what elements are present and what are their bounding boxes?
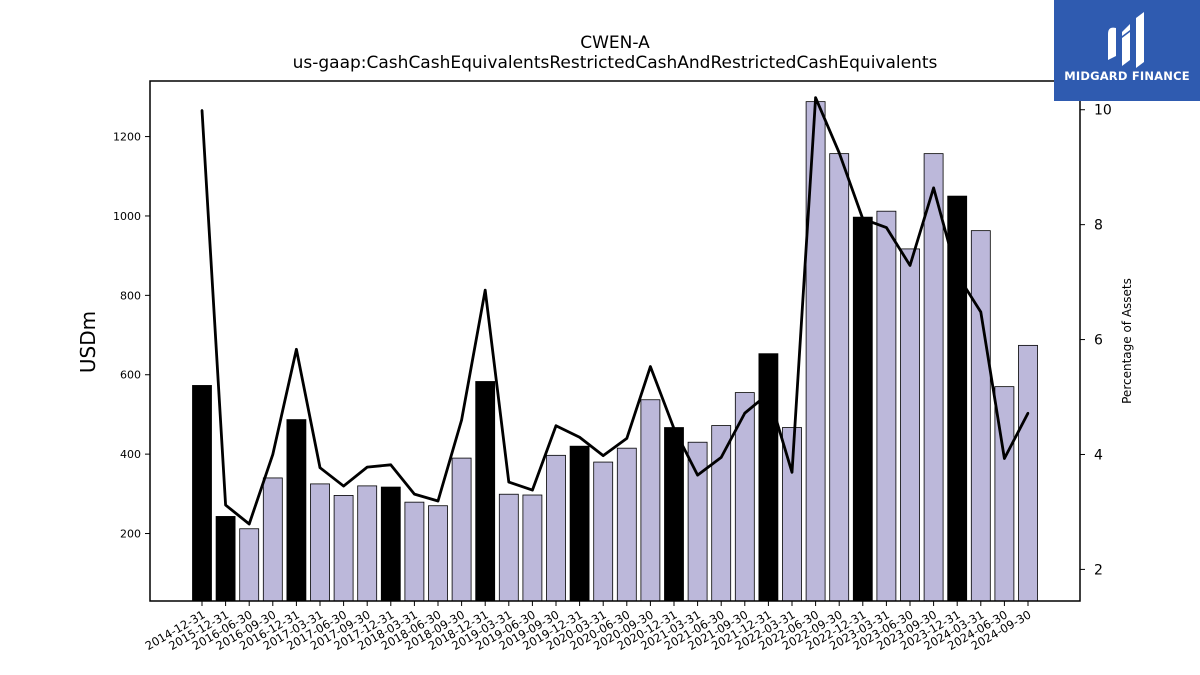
bar xyxy=(357,485,378,602)
line-point xyxy=(413,492,416,496)
y2-tick-label: 2 xyxy=(1094,562,1103,578)
line-point xyxy=(460,418,463,422)
right-axis: 2 4 6 8 10 xyxy=(1080,103,1112,578)
line-point xyxy=(956,273,959,276)
y-axis-label: USDm xyxy=(76,311,100,373)
bar xyxy=(333,495,354,602)
line-point xyxy=(602,454,605,457)
bar xyxy=(947,195,968,602)
y-tick-label: 600 xyxy=(120,369,141,382)
line-point xyxy=(625,437,628,440)
line-point xyxy=(885,226,888,229)
left-axis: 200 400 600 800 1000 1200 xyxy=(113,131,150,541)
line-point xyxy=(436,499,440,503)
line-point xyxy=(932,186,935,190)
y2-axis-label: Percentage of Assets xyxy=(1120,278,1134,404)
y2-tick-label: 10 xyxy=(1094,103,1112,119)
line-point xyxy=(720,456,723,459)
bar xyxy=(758,353,779,602)
line-point xyxy=(578,436,581,439)
bar xyxy=(970,230,991,602)
line-point xyxy=(271,453,274,456)
bar xyxy=(876,210,897,602)
line-point xyxy=(790,471,794,474)
bar xyxy=(900,248,920,602)
bar xyxy=(522,494,543,602)
line-point xyxy=(484,288,487,292)
line-point xyxy=(1003,457,1006,460)
y-tick-label: 800 xyxy=(120,289,141,302)
y-tick-label: 1000 xyxy=(113,210,141,223)
bar xyxy=(498,493,519,602)
logo-text: MIDGARD FINANCE xyxy=(1064,69,1190,83)
line-point xyxy=(318,466,322,469)
bar xyxy=(404,501,425,602)
chart-subtitle: us-gaap:CashCashEquivalentsRestrictedCas… xyxy=(293,53,938,73)
line-point xyxy=(248,522,251,526)
line-point xyxy=(979,310,982,314)
bar xyxy=(215,516,236,602)
bar xyxy=(475,381,496,602)
line-point xyxy=(554,424,558,427)
line-point xyxy=(224,503,227,507)
line-point xyxy=(861,217,864,221)
bar xyxy=(428,505,448,602)
bar xyxy=(711,425,732,602)
line-point xyxy=(814,96,817,99)
bar xyxy=(852,216,873,602)
bar xyxy=(569,445,590,602)
bar xyxy=(310,483,330,602)
line-point xyxy=(507,480,510,484)
line-point xyxy=(366,465,369,469)
y-tick-label: 200 xyxy=(120,528,141,541)
percentage-line-group xyxy=(200,96,1030,526)
line-point xyxy=(838,151,841,155)
y2-tick-label: 4 xyxy=(1094,447,1103,463)
bar xyxy=(1018,344,1038,602)
bar xyxy=(687,441,708,602)
bar-group xyxy=(192,101,1038,602)
bar xyxy=(286,419,307,602)
plot-frame xyxy=(149,80,1081,602)
line-point xyxy=(672,427,676,430)
bar xyxy=(380,486,401,602)
bar xyxy=(451,457,472,602)
bar xyxy=(546,454,566,602)
bar xyxy=(593,461,614,602)
line-point xyxy=(389,463,392,467)
bar xyxy=(192,385,212,602)
y2-tick-label: 8 xyxy=(1094,218,1103,234)
bar xyxy=(616,447,637,602)
bar xyxy=(239,528,260,602)
percentage-line xyxy=(200,96,1030,526)
bar xyxy=(262,477,283,602)
brand-logo: MIDGARD FINANCE xyxy=(1054,0,1200,101)
line-point xyxy=(908,264,912,267)
bar xyxy=(829,153,850,602)
bar xyxy=(923,153,944,602)
y-tick-label: 1200 xyxy=(113,131,141,144)
line-point xyxy=(531,488,534,492)
line-point xyxy=(767,392,770,395)
line-point xyxy=(696,473,699,477)
bar xyxy=(664,427,684,602)
bar xyxy=(805,101,826,602)
y2-tick-label: 6 xyxy=(1094,333,1103,349)
midgard-logo-icon xyxy=(1108,12,1144,68)
line-point xyxy=(649,365,652,368)
line-point xyxy=(743,411,746,415)
line-point xyxy=(295,348,298,351)
y-tick-label: 400 xyxy=(120,448,141,461)
line-point xyxy=(342,484,345,488)
line-point xyxy=(200,109,204,112)
line-point xyxy=(1026,411,1030,415)
x-axis: 2014-12-312015-12-312016-06-302016-09-30… xyxy=(143,601,1034,653)
chart-title: CWEN-A xyxy=(580,33,650,53)
bar xyxy=(640,399,661,602)
